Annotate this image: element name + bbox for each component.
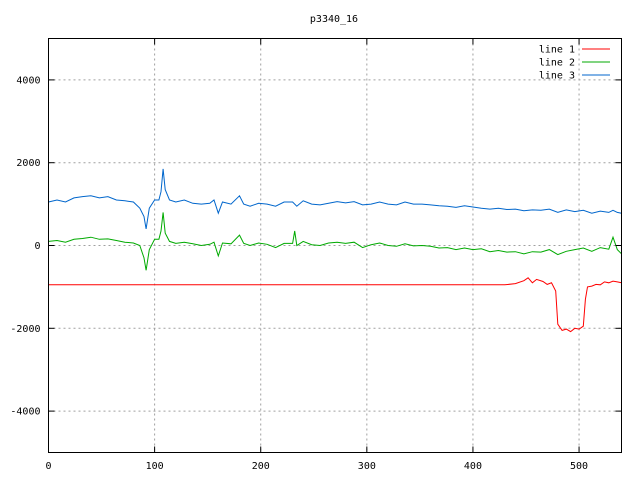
- x-tick-label: 200: [252, 461, 270, 472]
- y-tick-label: 4000: [16, 75, 40, 86]
- series-line-3: [48, 168, 622, 229]
- series-line-1: [48, 277, 622, 333]
- chart-title: p3340_16: [310, 14, 358, 25]
- x-tick-label: 400: [464, 461, 482, 472]
- tick-layer: 0 100 200 300 400 500 -4000 -2000 0 2000 4000: [10, 38, 622, 472]
- x-tick-label: 300: [358, 461, 376, 472]
- grid-layer: [48, 38, 622, 453]
- x-tick-label: 100: [146, 461, 164, 472]
- series-layer: [48, 168, 622, 333]
- x-tick-label: 0: [45, 461, 51, 472]
- y-tick-label: -2000: [10, 324, 40, 335]
- y-tick-label: 2000: [16, 158, 40, 169]
- y-tick-label: -4000: [10, 407, 40, 418]
- legend-label-2: line 2: [539, 58, 575, 69]
- legend-label-3: line 3: [539, 71, 575, 82]
- y-tick-label: 0: [34, 241, 40, 252]
- x-tick-label: 500: [570, 461, 588, 472]
- series-line-2: [48, 212, 622, 271]
- legend: line 1 line 2 line 3: [539, 45, 610, 82]
- legend-label-1: line 1: [539, 45, 575, 56]
